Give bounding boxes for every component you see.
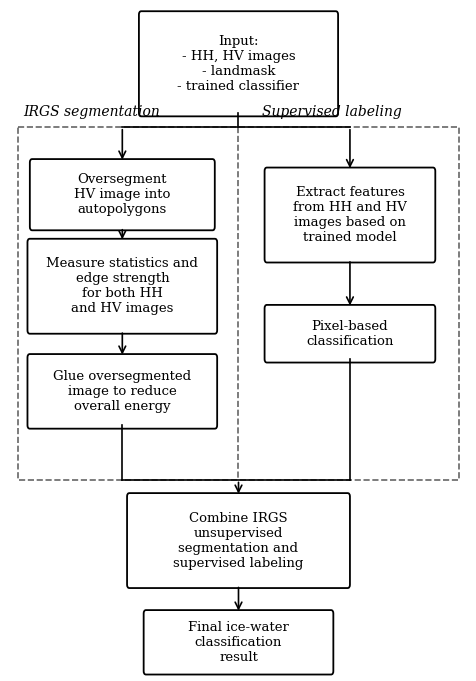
Bar [18, 127, 458, 479]
Text: Input:
- HH, HV images
- landmask
- trained classifier: Input: - HH, HV images - landmask - trai… [177, 35, 299, 93]
Text: Supervised labeling: Supervised labeling [262, 105, 401, 118]
FancyBboxPatch shape [139, 11, 337, 116]
FancyBboxPatch shape [28, 354, 217, 428]
Text: Measure statistics and
edge strength
for both HH
and HV images: Measure statistics and edge strength for… [46, 257, 198, 315]
FancyBboxPatch shape [264, 168, 435, 262]
Text: Oversegment
HV image into
autopolygons: Oversegment HV image into autopolygons [74, 173, 170, 216]
FancyBboxPatch shape [28, 239, 217, 334]
Text: Extract features
from HH and HV
images based on
trained model: Extract features from HH and HV images b… [292, 186, 406, 244]
Text: Combine IRGS
unsupervised
segmentation and
supervised labeling: Combine IRGS unsupervised segmentation a… [173, 511, 303, 569]
Text: Glue oversegmented
image to reduce
overall energy: Glue oversegmented image to reduce overa… [53, 370, 191, 413]
FancyBboxPatch shape [143, 610, 333, 674]
FancyBboxPatch shape [30, 159, 214, 230]
FancyBboxPatch shape [264, 305, 435, 362]
Text: Final ice-water
classification
result: Final ice-water classification result [188, 621, 288, 664]
Text: IRGS segmentation: IRGS segmentation [23, 105, 159, 118]
FancyBboxPatch shape [127, 493, 349, 588]
Text: Pixel-based
classification: Pixel-based classification [306, 319, 393, 348]
